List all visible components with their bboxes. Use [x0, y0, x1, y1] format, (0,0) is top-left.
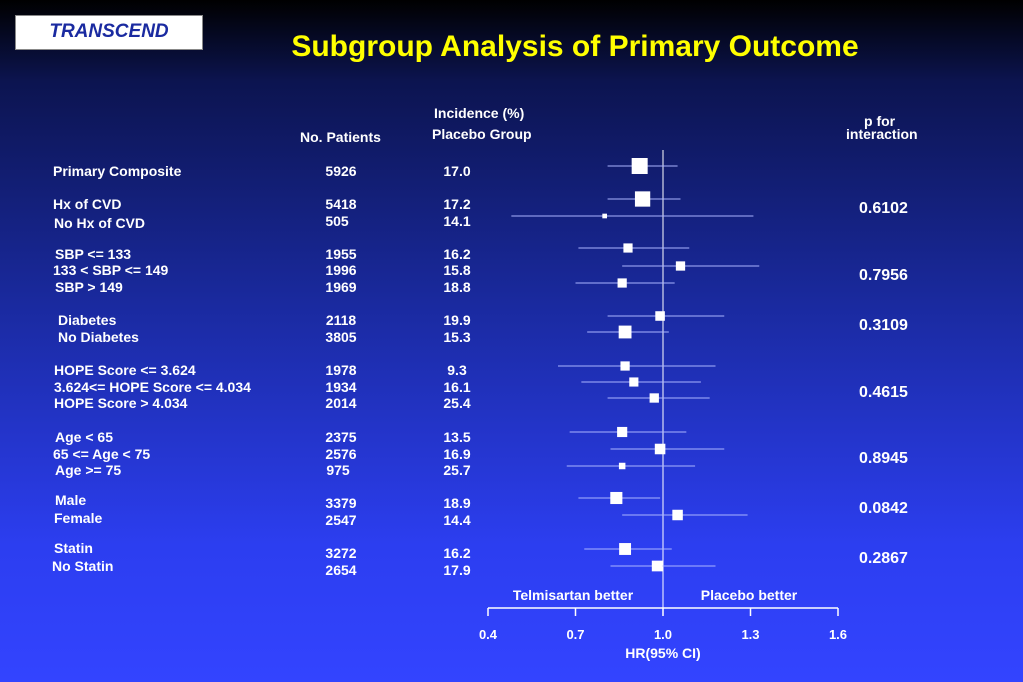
- row-label: Male: [55, 492, 87, 508]
- row-label: SBP > 149: [55, 279, 123, 295]
- row-patient-count: 3379: [325, 495, 357, 511]
- hr-marker: [675, 261, 686, 271]
- hr-marker: [629, 377, 639, 387]
- row-incidence: 18.8: [443, 279, 471, 295]
- x-tick-label: 1.3: [741, 627, 759, 642]
- row-incidence: 18.9: [443, 495, 471, 511]
- row-patient-count: 5926: [325, 163, 357, 179]
- row-incidence: 16.1: [443, 379, 471, 395]
- row-incidence: 16.9: [443, 446, 471, 462]
- row-patient-count: 975: [326, 462, 350, 478]
- p-for-header: p for: [864, 113, 896, 129]
- row-patient-count: 5418: [325, 196, 357, 212]
- row-incidence: 17.0: [443, 163, 471, 179]
- row-incidence: 15.8: [443, 262, 471, 278]
- row-label: Diabetes: [58, 312, 117, 328]
- hr-marker: [617, 426, 628, 438]
- hr-marker: [651, 560, 663, 572]
- transcend-logo: TRANSCEND: [15, 15, 203, 50]
- row-label: 3.624<= HOPE Score <= 4.034: [54, 379, 251, 395]
- row-label: 133 < SBP <= 149: [53, 262, 169, 278]
- hr-marker: [655, 311, 665, 321]
- row-label: No Diabetes: [58, 329, 139, 345]
- hr-marker: [649, 393, 659, 403]
- row-patient-count: 1996: [325, 262, 357, 278]
- row-incidence: 17.2: [443, 196, 471, 212]
- row-label: Age >= 75: [55, 462, 122, 478]
- p-value: 0.3109: [859, 317, 908, 334]
- row-patient-count: 1969: [325, 279, 357, 295]
- row-incidence: 17.9: [443, 562, 471, 578]
- hr-marker: [620, 361, 630, 371]
- hr-marker: [623, 243, 633, 253]
- row-patient-count: 1934: [325, 379, 357, 395]
- x-tick-label: 1.6: [829, 627, 847, 642]
- row-patient-count: 505: [325, 213, 349, 229]
- row-label: Primary Composite: [53, 163, 182, 179]
- row-label: HOPE Score <= 3.624: [54, 362, 196, 378]
- row-patient-count: 3272: [325, 545, 357, 561]
- row-incidence: 16.2: [443, 246, 471, 262]
- p-value: 0.6102: [859, 200, 908, 217]
- row-incidence: 19.9: [443, 312, 471, 328]
- row-incidence: 25.7: [443, 462, 471, 478]
- row-patient-count: 2547: [325, 512, 357, 528]
- row-incidence: 15.3: [443, 329, 471, 345]
- hr-marker: [618, 462, 626, 470]
- row-incidence: 25.4: [443, 395, 471, 411]
- row-patient-count: 2375: [325, 429, 357, 445]
- row-incidence: 16.2: [443, 545, 471, 561]
- x-tick-label: 0.4: [479, 627, 498, 642]
- hr-marker: [602, 213, 608, 219]
- row-patient-count: 2654: [325, 562, 357, 578]
- p-value: 0.0842: [859, 500, 908, 517]
- row-label: No Statin: [52, 558, 114, 574]
- row-label: Hx of CVD: [53, 196, 122, 212]
- row-patient-count: 3805: [325, 329, 357, 345]
- hr-marker: [619, 543, 632, 555]
- placebo-better-label: Placebo better: [701, 587, 798, 603]
- row-patient-count: 1978: [325, 362, 357, 378]
- x-tick-label: 0.7: [566, 627, 584, 642]
- hr-marker: [634, 191, 651, 207]
- logo-text: TRANSCEND: [49, 21, 169, 42]
- row-incidence: 14.1: [443, 213, 471, 229]
- p-value: 0.8945: [859, 450, 908, 467]
- hr-marker: [672, 509, 683, 521]
- row-patient-count: 2576: [325, 446, 357, 462]
- hr-marker: [610, 491, 623, 505]
- interaction-header: interaction: [846, 126, 918, 142]
- row-patient-count: 1955: [325, 246, 357, 262]
- no-patients-header: No. Patients: [300, 129, 381, 145]
- telmisartan-better-label: Telmisartan better: [513, 587, 634, 603]
- x-tick-label: 1.0: [654, 627, 672, 642]
- hr-marker: [654, 443, 666, 455]
- row-label: HOPE Score > 4.034: [54, 395, 188, 411]
- x-axis-label: HR(95% CI): [625, 645, 700, 661]
- row-patient-count: 2014: [325, 395, 357, 411]
- placebo-group-header: Placebo Group: [432, 126, 532, 142]
- row-label: No Hx of CVD: [54, 215, 145, 231]
- p-value: 0.4615: [859, 384, 908, 401]
- row-label: Statin: [54, 540, 93, 556]
- incidence-header: Incidence (%): [434, 105, 525, 121]
- row-incidence: 13.5: [443, 429, 471, 445]
- hr-marker: [618, 325, 632, 339]
- hr-marker: [631, 158, 648, 174]
- row-label: SBP <= 133: [55, 246, 132, 262]
- p-value: 0.2867: [859, 550, 908, 567]
- row-label: 65 <= Age < 75: [53, 446, 151, 462]
- page-title: Subgroup Analysis of Primary Outcome: [291, 30, 859, 63]
- row-patient-count: 2118: [325, 312, 357, 328]
- row-label: Age < 65: [55, 429, 113, 445]
- p-value: 0.7956: [859, 267, 908, 284]
- row-incidence: 9.3: [447, 362, 467, 378]
- hr-marker: [617, 278, 627, 288]
- row-incidence: 14.4: [443, 512, 471, 528]
- row-label: Female: [54, 510, 103, 526]
